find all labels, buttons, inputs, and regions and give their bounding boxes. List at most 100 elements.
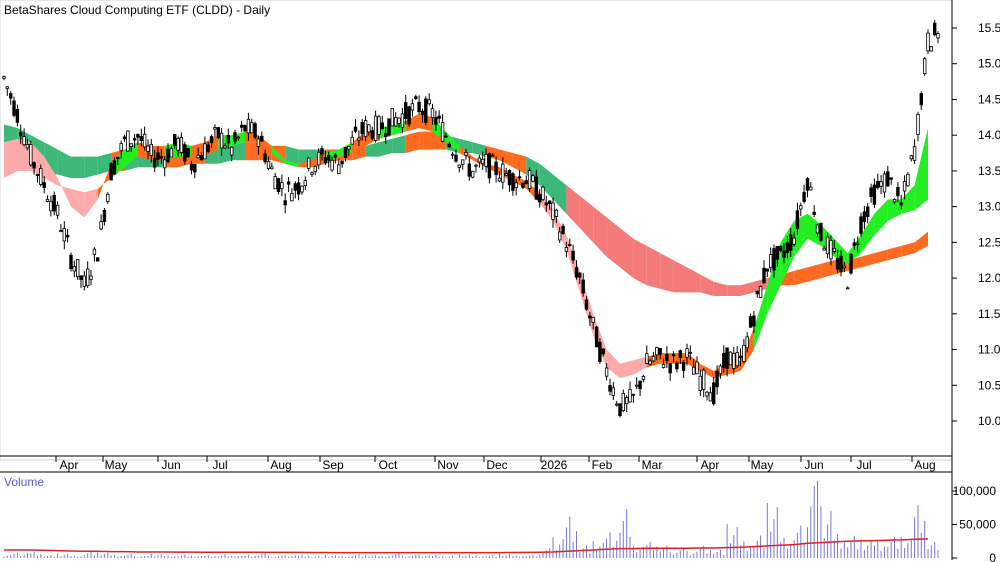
candle-body [852,242,856,246]
candle-body [99,221,103,230]
candle-body [856,242,860,245]
candle-body [645,353,649,364]
candle-body [538,193,542,203]
candle-body [819,222,823,241]
candle-body [290,193,294,202]
candle-body [668,363,672,374]
candle-body [102,209,107,222]
candle-body [521,182,525,188]
candle-body [725,347,729,369]
candle-body [156,152,160,160]
candle-body [658,347,662,355]
candle-body [792,237,796,245]
long-term-band-segment [553,174,567,214]
candle-body [625,397,629,405]
long-term-band-segment [499,149,513,168]
candle-body [738,355,743,359]
candle-body [584,299,589,310]
long-term-band-segment [606,217,620,268]
candle-body [467,163,471,177]
candle-body [571,250,575,261]
candle-body [775,245,779,260]
candle-body [249,122,254,134]
candle-body [186,148,190,158]
short-term-band-segment [861,213,875,254]
candle-body [347,145,351,150]
candle-body [470,170,475,178]
short-term-band-segment [57,178,71,207]
candle-body [112,160,117,175]
long-term-band-segment [874,249,888,264]
long-term-band-segment [633,238,647,286]
candle-body [859,216,863,234]
candle-body [49,201,53,212]
candle-body [387,118,391,136]
candle-body [551,202,555,220]
candle-body [712,382,716,405]
candle-body [494,161,498,176]
candle-body [936,33,940,39]
price-tick-label: 12.5 [978,235,1000,249]
candle-body [484,153,488,167]
candle-body [417,101,421,113]
candle-body [400,113,405,128]
candle-body [705,391,709,397]
candle-body [18,132,23,137]
price-tick-label: 15.0 [978,57,1000,71]
long-term-band-segment [861,253,875,268]
candle-body [166,148,170,163]
candle-body [748,316,753,328]
long-term-band-segment [673,260,687,293]
candle-body [273,176,277,190]
candle-body [353,126,358,132]
candle-body [464,151,468,156]
candle-body [728,351,733,366]
candle-body [22,136,26,146]
candle-body [383,133,388,138]
candle-body [876,180,880,189]
candle-body [839,255,843,273]
long-term-band-segment [392,135,406,153]
short-term-band-segment [445,131,460,153]
price-tick-label: 14.0 [978,128,1000,142]
long-term-band-segment [365,142,379,157]
candle-body [450,153,455,156]
candle-body [638,380,642,390]
candle-body [501,163,505,183]
candle-body [256,138,261,147]
candle-body [886,171,890,187]
candle-body [380,122,384,130]
candle-body [266,160,271,169]
candle-body [789,234,793,251]
candle-body [772,248,776,271]
price-tick-label: 14.5 [978,92,1000,106]
candle-body [320,148,324,155]
candle-body [122,136,127,140]
candle-body [487,153,492,179]
candle-body [72,266,76,272]
candle-body [799,205,803,210]
candle-body [424,98,428,124]
time-tick-label: Mar [642,458,663,472]
candle-body [742,344,746,362]
long-term-band-segment [794,267,808,286]
candle-body [715,371,719,388]
candle-body [146,145,150,152]
candle-body [440,122,445,142]
long-term-band-segment [231,142,245,161]
long-term-band-segment [285,145,299,164]
price-tick-label: 10.0 [978,414,1000,428]
candle-body [243,124,247,132]
short-term-band-segment [633,356,647,375]
candle-body [541,186,545,200]
long-term-band-segment [660,253,674,293]
candle-body [769,253,773,269]
candle-body [32,162,36,169]
short-term-band-segment [44,156,58,186]
long-term-band-segment [700,274,714,296]
long-term-band-segment [566,185,580,229]
candle-body [578,272,582,278]
time-tick-label: Jun [804,458,823,472]
